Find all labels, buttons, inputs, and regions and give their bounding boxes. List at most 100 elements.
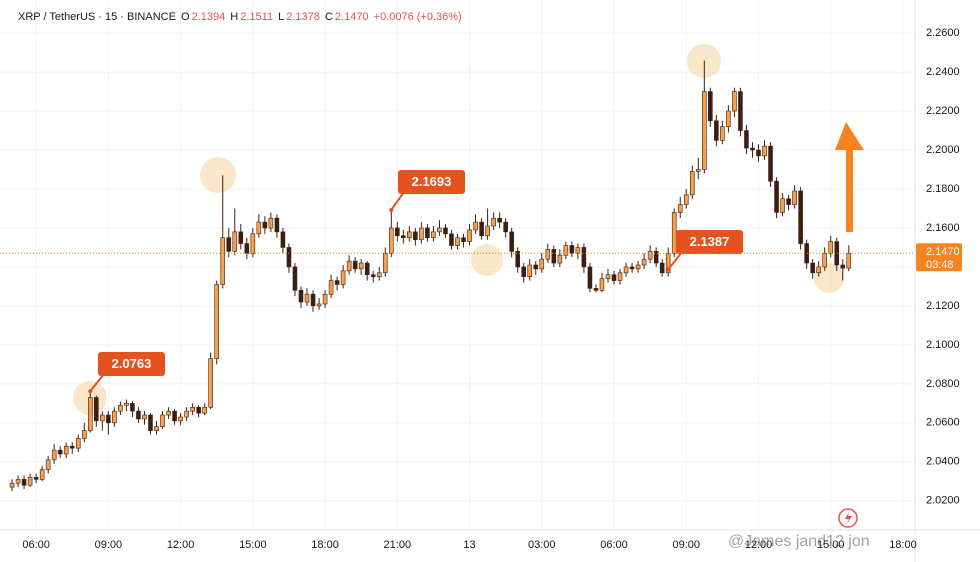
- candle-body: [142, 414, 147, 420]
- candle-body: [256, 221, 262, 235]
- candle-body: [461, 237, 466, 242]
- candle-body: [69, 445, 75, 449]
- candle-body: [527, 264, 533, 277]
- candle-body: [75, 438, 81, 449]
- candle-body: [503, 221, 508, 233]
- candle-body: [768, 145, 773, 182]
- candle-body: [449, 233, 454, 246]
- candle-body: [382, 253, 388, 274]
- candle-body: [617, 272, 623, 281]
- candle-body: [786, 198, 791, 205]
- candle-body: [689, 171, 695, 196]
- candle-body: [653, 251, 659, 264]
- candle-body: [635, 264, 641, 270]
- candle-body: [81, 430, 87, 439]
- candle-body: [671, 212, 677, 254]
- candle-body: [822, 253, 827, 268]
- candle-body: [45, 459, 51, 470]
- x-tick-label: 12:00: [167, 539, 195, 551]
- candle-body: [750, 147, 755, 151]
- open-label: O: [181, 11, 190, 23]
- y-tick-label: 2.1600: [926, 222, 960, 234]
- candle-body: [473, 221, 478, 231]
- low-label: L: [278, 11, 285, 23]
- candle-body: [443, 227, 448, 235]
- candle-body: [39, 469, 45, 480]
- candle-body: [714, 120, 719, 141]
- candle-body: [190, 406, 195, 412]
- candle-body: [521, 266, 527, 277]
- candle-body: [310, 293, 316, 307]
- candle-body: [840, 264, 846, 269]
- candle-body: [262, 221, 268, 229]
- callout-label: 2.1387: [690, 234, 730, 249]
- candle-body: [605, 274, 611, 279]
- candle-body: [563, 245, 569, 256]
- callout-label: 2.1693: [412, 174, 452, 189]
- price-tag-label: 2.1470: [926, 246, 960, 258]
- y-tick-label: 2.2400: [926, 66, 960, 78]
- candle-body: [419, 227, 424, 240]
- candle-body: [21, 479, 27, 486]
- candle-body: [575, 247, 581, 254]
- candle-body: [810, 262, 815, 274]
- candle-body: [732, 91, 737, 112]
- candle-body: [683, 194, 689, 205]
- candle-body: [491, 217, 496, 227]
- candle-body: [112, 410, 117, 424]
- y-tick-label: 2.2000: [926, 144, 960, 156]
- candle-body: [130, 403, 135, 412]
- x-tick-label: 06:00: [600, 539, 628, 551]
- candle-body: [220, 237, 226, 285]
- callout-dot: [88, 389, 93, 394]
- candle-body: [244, 243, 250, 254]
- symbol: XRP / TetherUS · 15 · BINANCE: [18, 11, 176, 23]
- high-label: H: [230, 11, 239, 23]
- candle-body: [726, 110, 731, 127]
- alert-bolt: [845, 512, 852, 524]
- candle-body: [286, 247, 292, 268]
- candle-body: [533, 264, 539, 270]
- open-value: 2.1394: [191, 11, 226, 23]
- candle-body: [106, 414, 111, 424]
- candle-body: [358, 262, 364, 270]
- candle-body: [539, 258, 545, 270]
- candle-body: [677, 204, 683, 213]
- y-tick-label: 2.2600: [926, 27, 960, 39]
- y-tick-label: 2.1200: [926, 300, 960, 312]
- callout-box: [98, 352, 165, 376]
- candle-body: [346, 260, 352, 272]
- candle-body: [611, 274, 617, 281]
- candle-body: [160, 414, 165, 428]
- y-tick-label: 2.2200: [926, 105, 960, 117]
- candle-body: [401, 235, 406, 239]
- x-tick-label: 18:00: [889, 539, 917, 551]
- candle-body: [455, 237, 460, 246]
- candle-body: [395, 227, 400, 237]
- candle-body: [792, 190, 797, 205]
- candle-body: [593, 288, 599, 291]
- price-tag: [916, 243, 962, 272]
- candle-body: [9, 482, 15, 488]
- candle-body: [780, 198, 785, 213]
- candle-body: [804, 243, 809, 264]
- candle-body: [172, 410, 177, 422]
- y-tick-label: 2.0400: [926, 456, 960, 468]
- candle-body: [834, 241, 840, 266]
- candle-body: [641, 258, 647, 266]
- candle-body: [696, 169, 701, 172]
- y-tick-label: 2.1000: [926, 339, 960, 351]
- change: +0.0076 (+0.36%): [373, 11, 462, 23]
- candle-body: [304, 293, 310, 303]
- candle-body: [280, 231, 286, 248]
- candle-body: [629, 266, 635, 270]
- candle-body: [587, 266, 593, 289]
- callout-dot: [666, 267, 671, 272]
- x-tick-label: 03:00: [528, 539, 556, 551]
- candle-body: [232, 231, 238, 252]
- up-arrow: [835, 122, 864, 232]
- candle-body: [647, 251, 653, 260]
- candle-body: [388, 227, 394, 254]
- candle-body: [202, 406, 207, 414]
